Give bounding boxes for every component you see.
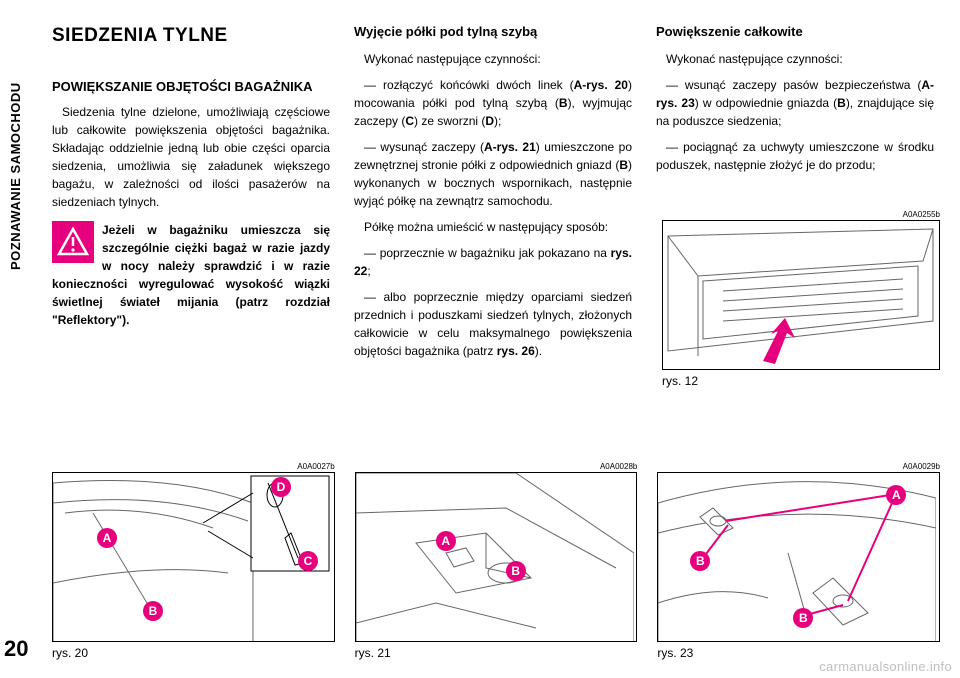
page-number: 20 xyxy=(4,636,28,662)
col3-p3: — pociągnąć za uchwyty umieszczone w śro… xyxy=(656,138,934,174)
col2-p2: — rozłączyć końcówki dwóch linek (A-rys.… xyxy=(354,76,632,130)
t: ). xyxy=(535,344,542,358)
col3-p2: — wsunąć zaczepy pasów bezpieczeństwa (A… xyxy=(656,76,934,130)
fig20-frame: A B C D xyxy=(52,472,335,642)
fig23-caption: rys. 23 xyxy=(657,646,940,660)
fig23-code: A0A0029b xyxy=(657,462,940,471)
fig12-code: A0A0255b xyxy=(662,210,940,219)
fig12-caption: rys. 12 xyxy=(662,374,940,388)
ref: B xyxy=(837,96,846,110)
column-2: Wyjęcie półki pod tylną szybą Wykonać na… xyxy=(354,22,632,368)
figure-23-block: A0A0029b A B B rys. 23 xyxy=(657,462,940,660)
section-label: POZNAWANIE SAMOCHODU xyxy=(8,20,23,270)
ref: D xyxy=(485,114,494,128)
t: — wsunąć zaczepy pasów bezpieczeństwa ( xyxy=(666,78,921,92)
t: ) ze sworzni ( xyxy=(414,114,485,128)
fig12-frame xyxy=(662,220,940,370)
fig20-caption: rys. 20 xyxy=(52,646,335,660)
fig23-frame: A B B xyxy=(657,472,940,642)
col3-p1: Wykonać następujące czynności: xyxy=(656,50,934,68)
t: ) w odpowiednie gniazda ( xyxy=(695,96,837,110)
fig20-label-b: B xyxy=(143,601,163,621)
figure-21-block: A0A0028b A B rys. 21 xyxy=(355,462,638,660)
column-1: SIEDZENIA TYLNE POWIĘKSZANIE OBJĘTOŚCI B… xyxy=(52,22,330,368)
fig20-label-c: C xyxy=(298,551,318,571)
ref: A-rys. 21 xyxy=(484,140,536,154)
warning-icon xyxy=(52,221,94,263)
figure-row: A0A0027b A B C D rys. 20 A0A0028b xyxy=(52,462,940,660)
figure-20-block: A0A0027b A B C D rys. 20 xyxy=(52,462,335,660)
col2-heading: Wyjęcie półki pod tylną szybą xyxy=(354,22,632,42)
col1-p1: Siedzenia tylne dzielone, umożliwiają cz… xyxy=(52,103,330,211)
fig21-label-a: A xyxy=(436,531,456,551)
fig20-label-d: D xyxy=(271,477,291,497)
figure-12-block: A0A0255b rys. 12 xyxy=(662,210,940,388)
fig21-code: A0A0028b xyxy=(355,462,638,471)
subheading-enlarge: POWIĘKSZANIE OBJĘTOŚCI BAGAŻNIKA xyxy=(52,79,330,96)
ref: rys. 26 xyxy=(497,344,535,358)
ref: B xyxy=(619,158,628,172)
t: — wysunąć zaczepy ( xyxy=(364,140,484,154)
t: — rozłączyć końcówki dwóch linek ( xyxy=(364,78,574,92)
page-title: SIEDZENIA TYLNE xyxy=(52,22,330,51)
t: — poprzecznie w bagażniku jak pokazano n… xyxy=(364,246,611,260)
col2-p5: — poprzecznie w bagażniku jak pokazano n… xyxy=(354,244,632,280)
col2-p3: — wysunąć zaczepy (A-rys. 21) umieszczon… xyxy=(354,138,632,210)
watermark: carmanualsonline.info xyxy=(819,659,952,674)
col2-p1: Wykonać następujące czynności: xyxy=(354,50,632,68)
ref: B xyxy=(559,96,568,110)
ref: C xyxy=(405,114,414,128)
t: ); xyxy=(494,114,501,128)
fig20-label-a: A xyxy=(97,528,117,548)
col3-heading: Powiększenie całkowite xyxy=(656,22,934,42)
fig20-code: A0A0027b xyxy=(52,462,335,471)
t: ; xyxy=(367,264,370,278)
fig21-frame: A B xyxy=(355,472,638,642)
t: — albo poprzecznie między oparciami sied… xyxy=(354,290,632,358)
ref: A-rys. 20 xyxy=(574,78,628,92)
fig21-label-b: B xyxy=(506,561,526,581)
warning-box: Jeżeli w bagażniku umieszcza się szczegó… xyxy=(52,221,330,329)
col2-p6: — albo poprzecznie między oparciami sied… xyxy=(354,288,632,360)
col2-p4: Półkę można umieścić w następujący sposó… xyxy=(354,218,632,236)
fig21-caption: rys. 21 xyxy=(355,646,638,660)
